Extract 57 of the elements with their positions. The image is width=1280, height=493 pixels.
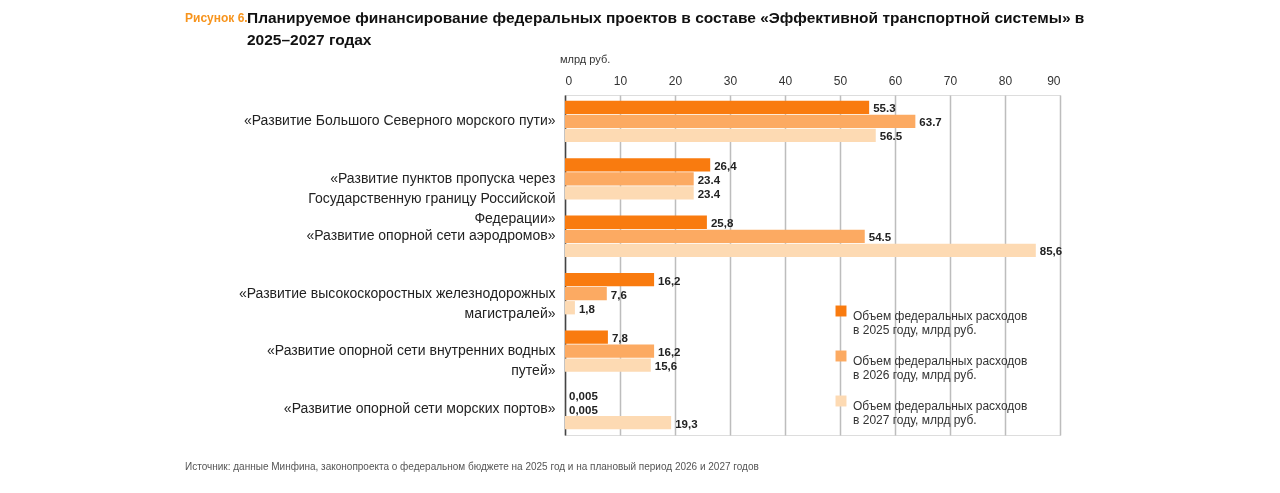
bar [565,229,865,243]
y-tick-label: «Развитие Большого Северного морского пути» [243,112,556,129]
data-label: 85,6 [1039,245,1063,258]
data-label: 56.5 [879,130,903,143]
data-label: 1,8 [578,302,596,315]
data-label: 7,6 [610,288,627,301]
bar [565,172,694,186]
bar [565,186,694,200]
text: Рисунок 6. [185,11,248,25]
data-label: 19,3 [675,417,698,430]
bar [565,114,916,129]
bar [565,100,870,115]
data-label: 7,8 [611,332,629,345]
bar [565,273,655,287]
x-tick-label: 40 [778,73,793,88]
bar [565,358,651,372]
data-label: 23.4 [697,173,721,186]
bar [565,301,575,315]
data-label: 15,6 [654,360,678,373]
x-tick-label: 0 [565,73,573,88]
data-label: 26,4 [714,159,738,172]
bar [565,287,607,301]
bar [565,158,711,172]
bar [565,330,608,344]
data-label: 0,005 [569,389,599,402]
data-label: 54.5 [868,231,892,244]
bar [565,415,672,430]
data-label: 16,2 [658,346,681,359]
data-label: 0,005 [569,403,599,416]
chart-title: Планируемое финансирование федеральных проектов в составе «Эффективной транспортной системы» в 2025–2027 годах [247,9,1085,48]
bar [565,128,876,143]
bar [565,215,707,229]
legend-label: Объем федеральных расходов в 2025 году, млрд руб. [853,309,1028,337]
text: Источник: данные Минфина, законопроекта о федеральном бюджете на 2025 год и на плановый период 2026 и 2027 годов [185,461,759,472]
data-label: 23.4 [697,187,721,200]
x-axis-title: млрд руб. [560,53,611,65]
x-tick-label: 10 [613,73,628,88]
x-tick-label: 30 [723,73,738,88]
y-tick-label: «Развитие пунктов пропуска через Государственную границу Российской Федерации» [308,169,556,226]
x-tick-label: 80 [998,73,1013,88]
x-tick-label: 60 [888,73,903,88]
y-tick-label: «Развитие опорной сети внутренних водных путей» [266,342,556,379]
legend-label: Объем федеральных расходов в 2027 году, млрд руб. [853,399,1028,427]
x-tick-label: 90 [1047,73,1061,88]
x-tick-label: 70 [943,73,958,88]
bar [565,243,1036,257]
y-tick-label: «Развитие опорной сети аэродромов» [306,227,556,244]
data-label: 63.7 [919,116,942,129]
bar [565,344,655,358]
x-tick-label: 50 [833,73,848,88]
data-label: 16,2 [658,274,681,287]
y-tick-label: «Развитие опорной сети морских портов» [283,399,556,416]
data-label: 55.3 [873,102,896,115]
data-label: 25,8 [710,217,734,230]
y-tick-label: «Развитие высокоскоростных железнодорожных магистралей» [238,284,556,321]
legend-label: Объем федеральных расходов в 2026 году, млрд руб. [853,354,1028,382]
x-tick-label: 20 [668,73,683,88]
